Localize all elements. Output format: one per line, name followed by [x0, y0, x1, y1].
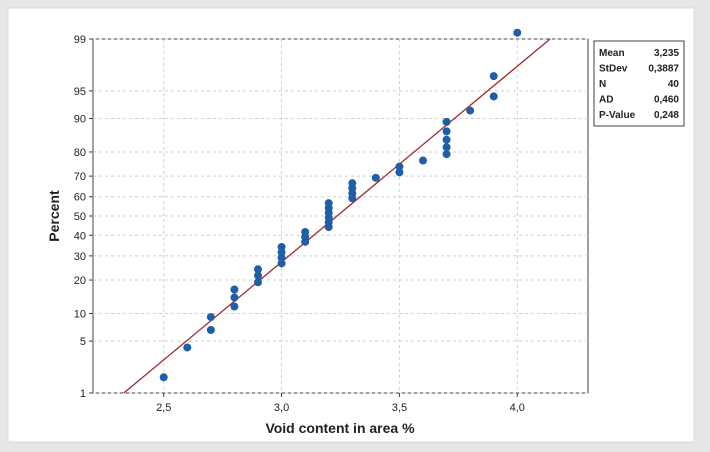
data-point — [490, 72, 498, 80]
y-tick-label: 20 — [74, 275, 86, 287]
data-point — [254, 265, 262, 273]
data-point — [278, 243, 286, 251]
stats-label: AD — [599, 95, 613, 106]
y-tick-label: 60 — [74, 192, 86, 204]
data-point — [466, 107, 474, 115]
data-point — [301, 228, 309, 236]
x-tick-label: 3,5 — [392, 402, 407, 414]
y-tick-label: 50 — [74, 211, 86, 223]
data-point — [419, 157, 427, 165]
y-tick-label: 1 — [80, 388, 86, 400]
stats-label: N — [599, 79, 606, 90]
x-axis-label: Void content in area % — [265, 420, 415, 436]
data-point — [207, 326, 215, 334]
data-point — [183, 343, 191, 351]
data-point — [443, 136, 451, 144]
data-point — [443, 150, 451, 158]
data-point — [372, 174, 380, 182]
stats-value: 0,3887 — [648, 64, 679, 75]
data-point — [207, 313, 215, 321]
y-tick-label: 5 — [80, 336, 86, 348]
data-point — [230, 303, 238, 311]
stats-value: 40 — [668, 79, 680, 90]
stats-label: StDev — [599, 64, 628, 75]
data-point — [230, 286, 238, 294]
x-tick-label: 2,5 — [156, 402, 171, 414]
stats-value: 0,248 — [654, 110, 679, 121]
y-tick-label: 70 — [74, 171, 86, 183]
stats-box: Mean 3,235 StDev 0,3887 N 40 AD 0,460 P-Value 0,2… — [594, 41, 684, 126]
y-tick-label: 40 — [74, 230, 86, 242]
data-point — [443, 118, 451, 126]
x-tick-label: 3,0 — [274, 402, 289, 414]
data-point — [230, 294, 238, 302]
data-point — [513, 29, 521, 37]
y-tick-label: 90 — [74, 113, 86, 125]
stats-value: 0,460 — [654, 95, 679, 106]
data-point — [490, 92, 498, 100]
stats-label: Mean — [599, 48, 625, 59]
y-tick-label: 30 — [74, 251, 86, 263]
data-point — [325, 199, 333, 207]
y-tick-label: 95 — [74, 86, 86, 98]
data-point — [443, 143, 451, 151]
y-tick-label: 10 — [74, 309, 86, 321]
y-tick-label: 80 — [74, 147, 86, 159]
y-axis-label: Percent — [46, 190, 62, 242]
stats-label: P-Value — [599, 110, 636, 121]
stats-value: 3,235 — [654, 48, 679, 59]
x-tick-label: 4,0 — [510, 402, 525, 414]
data-point — [348, 179, 356, 187]
data-point — [443, 127, 451, 135]
data-point — [395, 163, 403, 171]
y-tick-label: 99 — [74, 34, 86, 46]
data-point — [160, 373, 168, 381]
